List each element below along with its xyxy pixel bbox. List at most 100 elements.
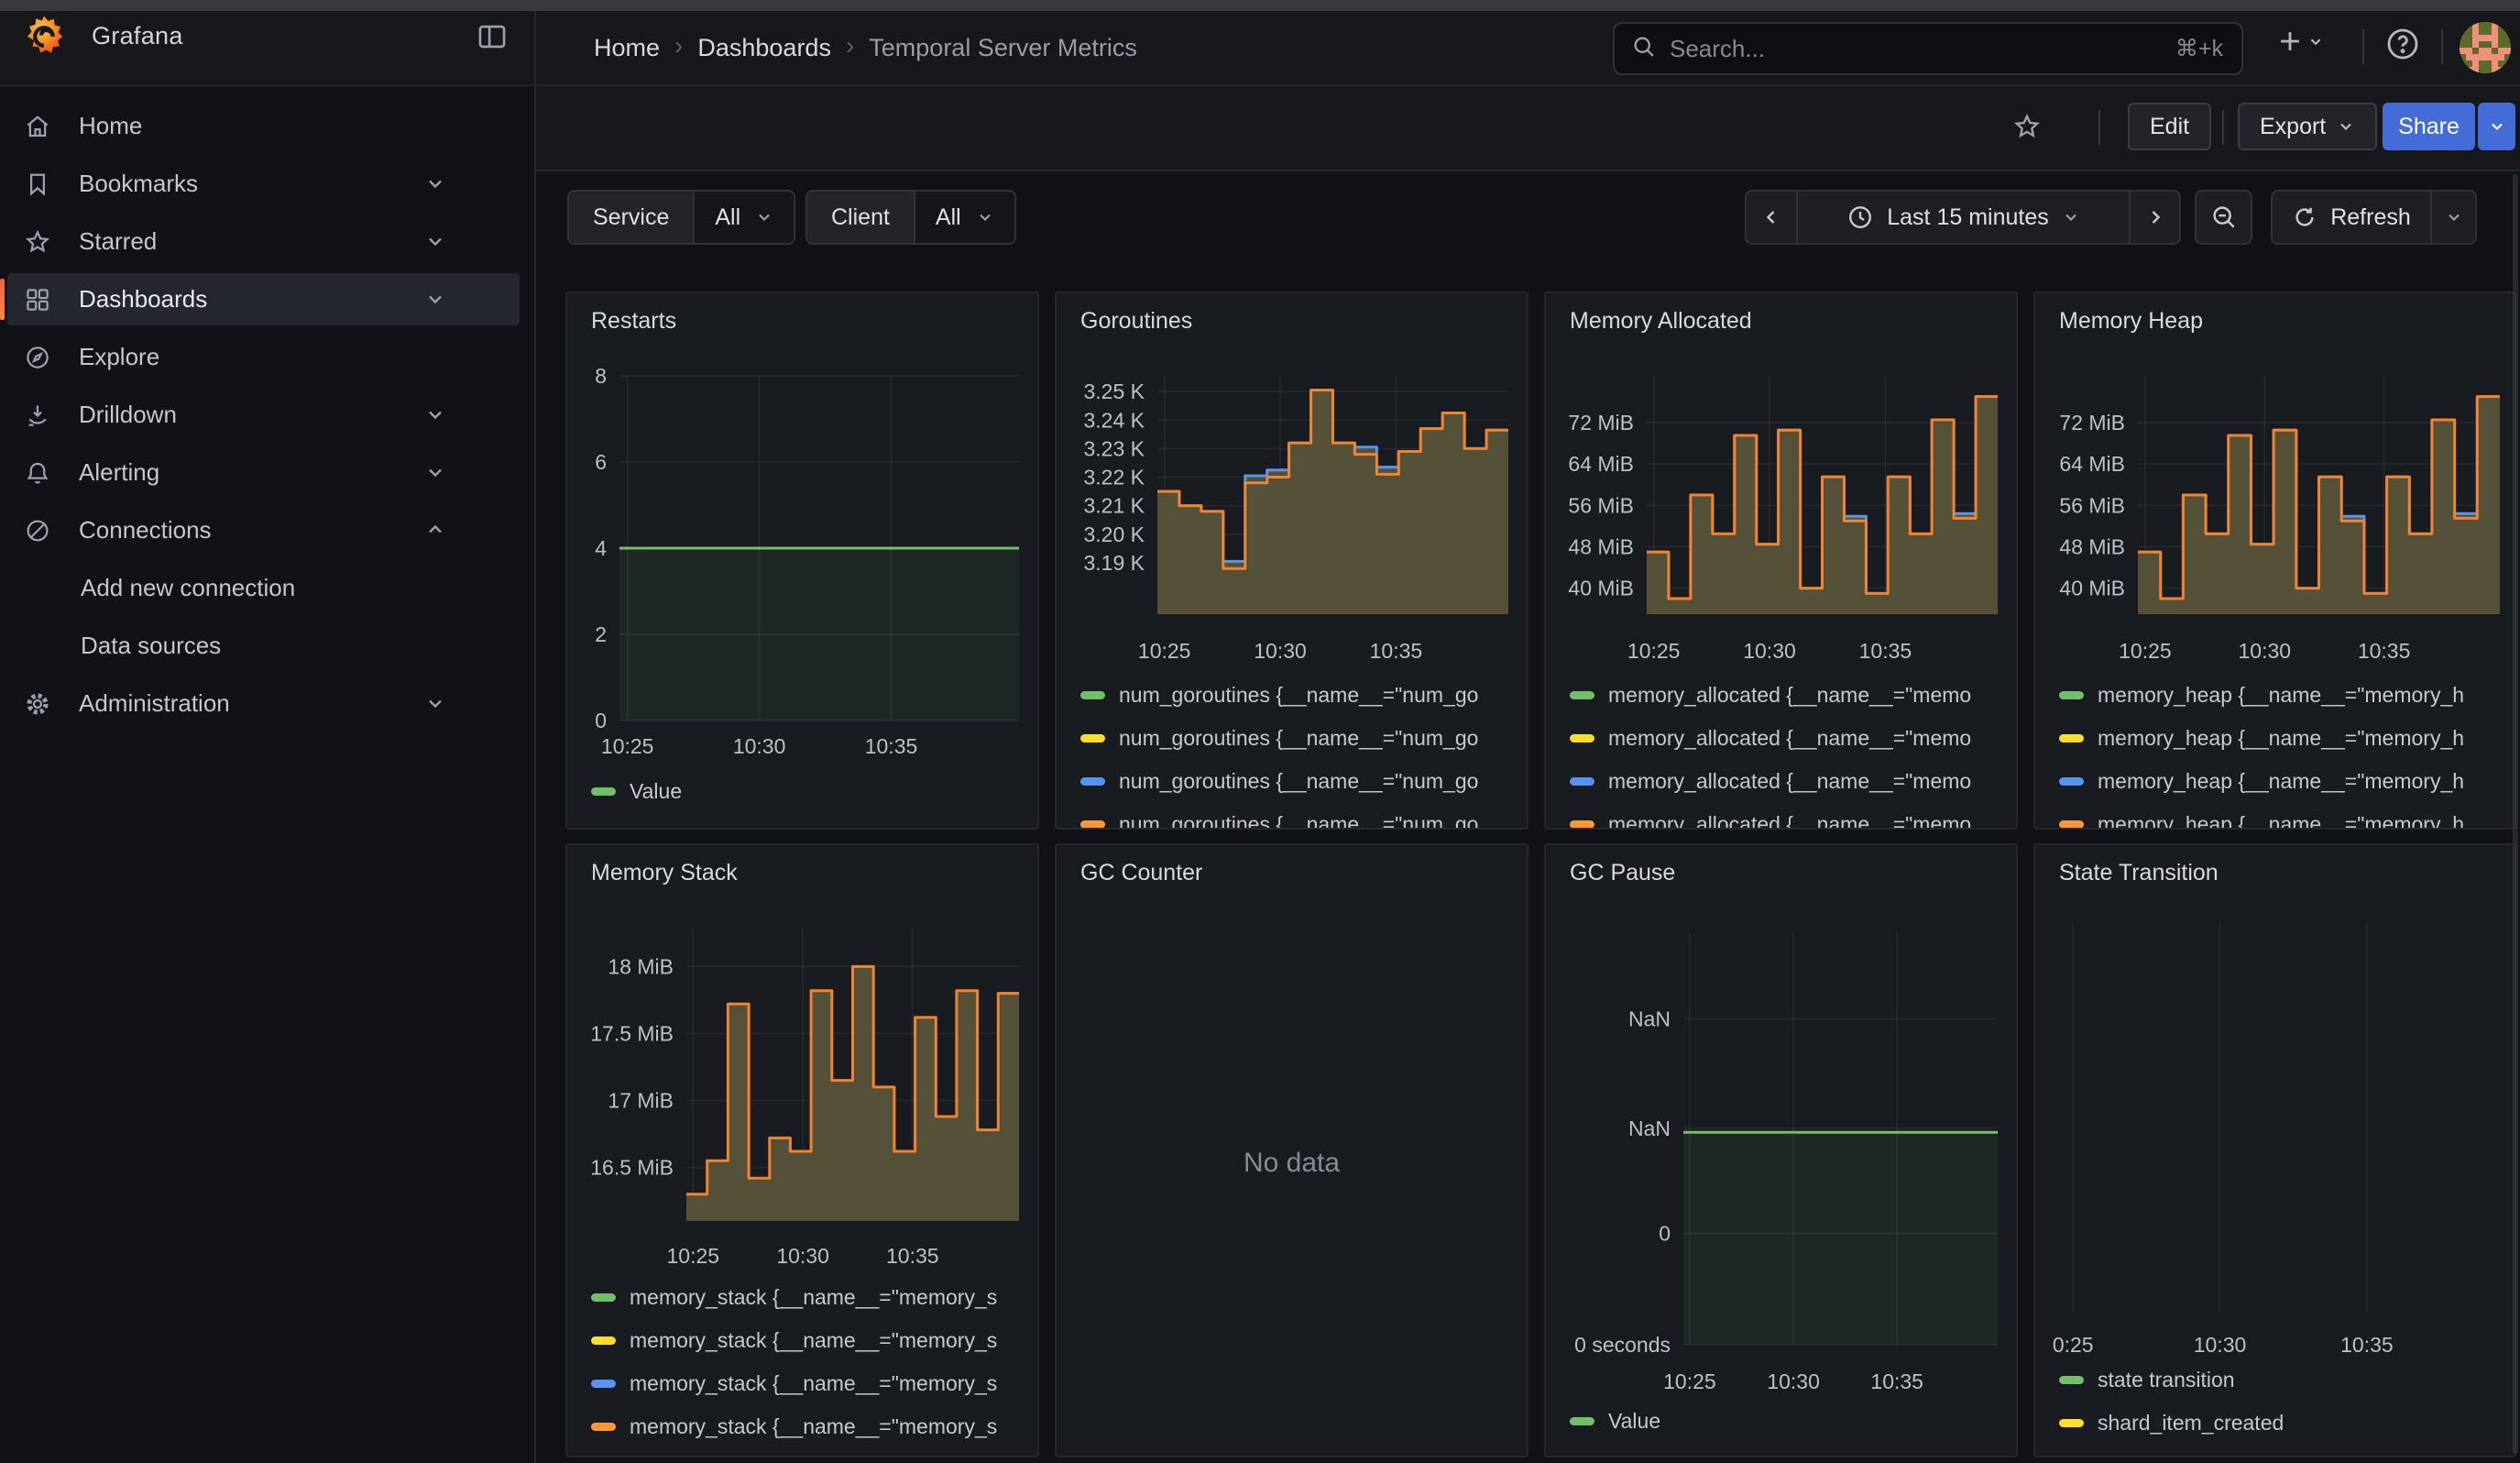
legend-item[interactable]: Value bbox=[591, 770, 1037, 813]
legend-item[interactable]: state transition bbox=[2059, 1358, 2515, 1402]
time-shift-forward-button[interactable] bbox=[2129, 192, 2179, 243]
refresh-interval-dropdown[interactable] bbox=[2430, 192, 2475, 243]
service-variable-value[interactable]: All bbox=[693, 192, 794, 243]
share-dropdown-button[interactable] bbox=[2478, 103, 2515, 150]
panel-title[interactable]: Memory Heap bbox=[2059, 308, 2203, 334]
svg-text:3.21 K: 3.21 K bbox=[1084, 494, 1145, 518]
client-variable-value[interactable]: All bbox=[913, 192, 1014, 243]
svg-text:10:30: 10:30 bbox=[2239, 639, 2292, 663]
sidebar-item-starred[interactable]: Starred bbox=[7, 215, 520, 268]
legend-item[interactable]: memory_allocated {__name__="memo bbox=[1570, 674, 2016, 717]
legend-item[interactable]: memory_allocated {__name__="memo bbox=[1570, 717, 2016, 760]
chevron-down-icon[interactable] bbox=[424, 692, 446, 714]
add-new-button[interactable] bbox=[2274, 26, 2326, 57]
chart-gc-pause[interactable]: NaN NaN 0 0 seconds 10:25 10:30 10:35 bbox=[1546, 845, 2016, 1456]
bookmark-icon bbox=[24, 170, 55, 198]
legend-label: memory_stack {__name__="memory_s bbox=[630, 1371, 998, 1395]
panel-title[interactable]: GC Counter bbox=[1080, 860, 1203, 886]
svg-text:48 MiB: 48 MiB bbox=[2059, 535, 2125, 559]
dashboard-grid: Restarts 8 6 4 2 0 10:25 10:30 10:35 Value Goro… bbox=[565, 292, 2516, 1458]
chart-canvas: 8 6 4 2 010:25 10:30 10:35 bbox=[595, 364, 1019, 758]
chevron-down-icon[interactable] bbox=[424, 230, 446, 252]
legend-swatch bbox=[1080, 820, 1105, 828]
legend-item[interactable]: num_goroutines {__name__="num_go bbox=[1080, 674, 1527, 717]
chart-restarts[interactable]: 8 6 4 2 0 10:25 10:30 10:35 bbox=[567, 293, 1037, 828]
legend-item[interactable]: num_goroutines {__name__="num_go bbox=[1080, 717, 1527, 760]
legend-item[interactable]: Value bbox=[1570, 1400, 2016, 1443]
sidebar-item-dashboards[interactable]: Dashboards bbox=[0, 273, 520, 325]
chart-goroutines[interactable]: 3.25 K 3.24 K 3.23 K 3.22 K 3.21 K 3.20 K 3.19… bbox=[1057, 293, 1527, 828]
panel-title[interactable]: Restarts bbox=[591, 308, 677, 334]
svg-text:6: 6 bbox=[595, 450, 607, 474]
chart-canvas: 3.25 K 3.24 K 3.23 K 3.22 K 3.21 K 3.20 K 3.19… bbox=[1084, 376, 1508, 663]
legend-item[interactable]: num_goroutines {__name__="num_go bbox=[1080, 760, 1527, 803]
legend-swatch bbox=[2059, 691, 2084, 699]
panel-title[interactable]: GC Pause bbox=[1570, 860, 1676, 886]
chevron-up-icon[interactable] bbox=[424, 519, 446, 541]
svg-text:3.25 K: 3.25 K bbox=[1084, 380, 1145, 403]
sidebar-item-bookmarks[interactable]: Bookmarks bbox=[7, 158, 520, 210]
panel-title[interactable]: Goroutines bbox=[1080, 308, 1193, 334]
legend-item[interactable]: memory_heap {__name__="memory_h bbox=[2059, 674, 2515, 717]
refresh-button[interactable]: Refresh bbox=[2273, 192, 2430, 243]
legend-item[interactable]: shard_item_created bbox=[2059, 1402, 2515, 1445]
chevron-down-icon[interactable] bbox=[424, 461, 446, 483]
sidebar-item-alerting[interactable]: Alerting bbox=[7, 446, 520, 499]
share-button[interactable]: Share bbox=[2383, 103, 2475, 150]
sidebar-item-home[interactable]: Home bbox=[7, 100, 520, 152]
time-shift-back-button[interactable] bbox=[1747, 192, 1796, 243]
breadcrumb-dashboards[interactable]: Dashboards bbox=[697, 33, 831, 61]
sidebar-item-explore[interactable]: Explore bbox=[7, 331, 520, 383]
user-avatar[interactable] bbox=[2460, 22, 2511, 73]
help-button[interactable] bbox=[2384, 26, 2421, 62]
time-range-label: Last 15 minutes bbox=[1887, 204, 2049, 230]
chart-memory-heap[interactable]: 72 MiB 64 MiB 56 MiB 48 MiB 40 MiB 10:25 10:30… bbox=[2035, 293, 2515, 828]
favorite-star-icon[interactable] bbox=[2012, 112, 2042, 146]
actions-separator bbox=[2222, 110, 2224, 145]
legend-item[interactable]: memory_heap {__name__="memory_h bbox=[2059, 760, 2515, 803]
legend: Value bbox=[591, 770, 1037, 828]
legend-item[interactable]: memory_stack {__name__="memory_s bbox=[591, 1319, 1037, 1362]
legend-swatch bbox=[591, 1380, 616, 1388]
legend-item[interactable]: memory_allocated {__name__="memo bbox=[1570, 803, 2016, 828]
scrollbar[interactable] bbox=[2513, 174, 2518, 1454]
chart-state-transition[interactable]: 0:25 10:30 10:35 bbox=[2035, 845, 2515, 1456]
search-input[interactable]: Search... ⌘+k bbox=[1613, 22, 2243, 75]
legend-item[interactable]: memory_stack {__name__="memory_s bbox=[591, 1405, 1037, 1448]
chevron-down-icon[interactable] bbox=[424, 403, 446, 425]
client-variable-label: Client bbox=[807, 192, 914, 243]
sidebar-item-add-new-connection[interactable]: Add new connection bbox=[7, 562, 520, 614]
sidebar-item-connections[interactable]: Connections bbox=[7, 504, 520, 556]
legend-swatch bbox=[2059, 777, 2084, 786]
legend-label: memory_allocated {__name__="memo bbox=[1608, 683, 1972, 707]
sidebar-item-administration[interactable]: Administration bbox=[7, 677, 520, 730]
chevron-down-icon[interactable] bbox=[424, 172, 446, 194]
panel-title[interactable]: Memory Allocated bbox=[1570, 308, 1752, 334]
chart-memory-allocated[interactable]: 72 MiB 64 MiB 56 MiB 48 MiB 40 MiB 10:25 10:30… bbox=[1546, 293, 2016, 828]
breadcrumb-home[interactable]: Home bbox=[594, 33, 661, 61]
chevron-down-icon[interactable] bbox=[424, 288, 446, 310]
sidebar-item-data-sources[interactable]: Data sources bbox=[7, 620, 520, 672]
zoom-out-button[interactable] bbox=[2195, 190, 2252, 245]
service-variable[interactable]: Service All bbox=[567, 190, 796, 245]
legend-item[interactable]: num_goroutines {__name__="num_go bbox=[1080, 803, 1527, 828]
legend-item[interactable]: memory_heap {__name__="memory_h bbox=[2059, 803, 2515, 828]
panel-title[interactable]: State Transition bbox=[2059, 860, 2219, 886]
legend-item[interactable]: memory_stack {__name__="memory_s bbox=[591, 1276, 1037, 1319]
export-button[interactable]: Export bbox=[2238, 103, 2378, 150]
panel-title[interactable]: Memory Stack bbox=[591, 860, 738, 886]
client-variable[interactable]: Client All bbox=[805, 190, 1016, 245]
time-range-picker[interactable]: Last 15 minutes bbox=[1796, 192, 2129, 243]
chart-memory-stack[interactable]: 18 MiB 17.5 MiB 17 MiB 16.5 MiB 10:25 10:30 10… bbox=[567, 845, 1037, 1456]
legend-item[interactable]: memory_allocated {__name__="memo bbox=[1570, 760, 2016, 803]
sidebar-item-label: Add new connection bbox=[81, 574, 296, 601]
edit-button[interactable]: Edit bbox=[2128, 103, 2212, 150]
legend-item[interactable]: memory_heap {__name__="memory_h bbox=[2059, 717, 2515, 760]
legend-label: num_goroutines {__name__="num_go bbox=[1119, 769, 1479, 793]
sidebar-item-label: Alerting bbox=[79, 458, 160, 486]
sidebar-toggle-icon[interactable] bbox=[476, 22, 509, 51]
grafana-logo-icon[interactable] bbox=[20, 13, 68, 60]
legend-item[interactable]: memory_stack {__name__="memory_s bbox=[591, 1362, 1037, 1405]
svg-text:72 MiB: 72 MiB bbox=[2059, 411, 2125, 434]
sidebar-item-drilldown[interactable]: Drilldown bbox=[7, 389, 520, 441]
